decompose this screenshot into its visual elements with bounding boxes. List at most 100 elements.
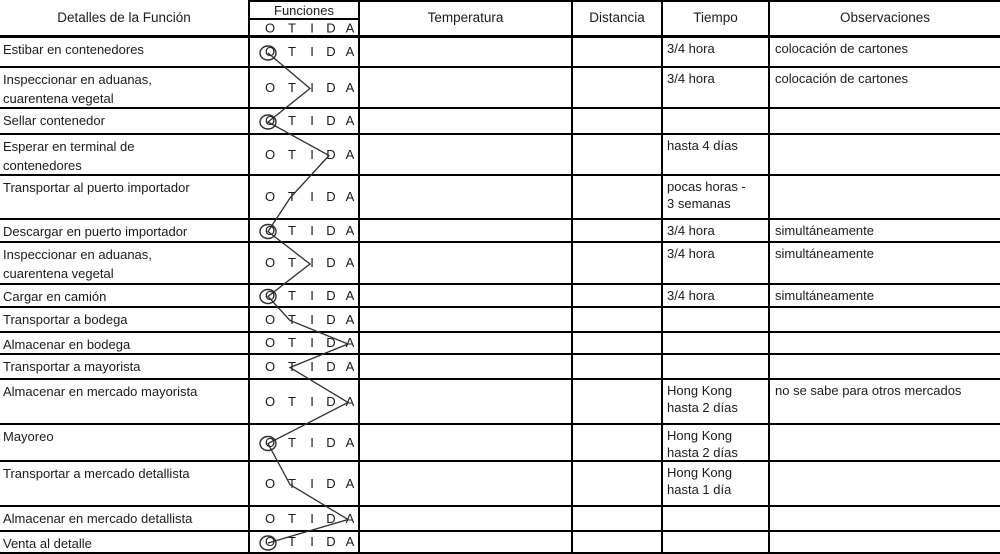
cell-tiempo [661, 532, 768, 552]
funcion-letter-O: O [264, 393, 276, 409]
cell-tiempo: 3/4 hora [661, 243, 768, 283]
funcion-letter-O-selected: O [264, 44, 276, 59]
funcion-letter-I-selected: I [310, 255, 314, 270]
funcion-letter-D: D [326, 475, 336, 491]
cell-observaciones [768, 532, 1000, 552]
header-tiempo: Tiempo [661, 0, 768, 35]
cell-tiempo: Hong Kong hasta 1 día [661, 462, 768, 505]
cell-tiempo: Hong Kong hasta 2 días [661, 380, 768, 423]
funcion-letter-T: T [288, 510, 296, 526]
table-row: Cargar en camión O T I D A 3/4 hora simultáneam… [0, 285, 1000, 308]
funcion-letter-A: A [345, 222, 355, 238]
funcion-letter-A: A [345, 255, 355, 270]
cell-observaciones [768, 333, 1000, 353]
cell-temperatura [358, 355, 571, 378]
funcion-letter-T-selected: T [288, 358, 296, 374]
cell-detalle: Sellar contenedor [3, 113, 105, 128]
cell-distancia [571, 308, 661, 331]
table-row: Almacenar en bodega O T I D A [0, 333, 1000, 355]
funcion-letter-D-selected: D [326, 146, 336, 162]
cell-temperatura [358, 243, 571, 283]
cell-detalle: Inspeccionar en aduanas, cuarentena vege… [3, 247, 152, 281]
header-letter-A: A [345, 20, 355, 35]
cell-detalle: Descargar en puerto importador [3, 224, 188, 239]
funcion-letter-T: T [288, 255, 296, 270]
funcion-letter-I-selected: I [310, 79, 314, 95]
cell-observaciones [768, 135, 1000, 174]
funcion-letter-I: I [310, 475, 314, 491]
cell-detalle: Venta al detalle [3, 536, 92, 551]
funcion-letter-D: D [326, 255, 336, 270]
cell-tiempo: 3/4 hora [661, 220, 768, 241]
funcion-letter-D: D [326, 44, 336, 59]
funcion-letter-I: I [310, 358, 314, 374]
funcion-letter-T: T [288, 146, 296, 162]
header-temperatura: Temperatura [358, 0, 571, 35]
cell-distancia [571, 135, 661, 174]
cell-distancia [571, 68, 661, 107]
funcion-letter-O-selected: O [264, 434, 276, 450]
header-observaciones: Observaciones [768, 0, 1000, 35]
cell-tiempo: pocas horas - 3 semanas [661, 176, 768, 218]
cell-observaciones [768, 425, 1000, 460]
cell-temperatura [358, 333, 571, 353]
funcion-letter-D: D [326, 222, 336, 238]
funcion-letter-O-selected: O [264, 534, 276, 549]
header-funciones-label: Funciones [250, 2, 358, 20]
cell-temperatura [358, 68, 571, 107]
funcion-letter-T: T [288, 335, 296, 350]
cell-detalle: Transportar a bodega [3, 312, 128, 327]
funcion-letter-A: A [345, 44, 355, 59]
funcion-letter-I: I [310, 393, 314, 409]
cell-distancia [571, 333, 661, 353]
funcion-letter-T-selected: T [288, 475, 296, 491]
funcion-letter-A: A [345, 434, 355, 450]
funcion-letter-A: A [345, 146, 355, 162]
funcion-letter-O: O [264, 79, 276, 95]
table-body: Estibar en contenedores O T I D A 3/4 hora colo… [0, 38, 1000, 554]
cell-temperatura [358, 220, 571, 241]
cell-distancia [571, 507, 661, 530]
funcion-letter-A-selected: A [345, 335, 355, 350]
funcion-letter-O: O [264, 255, 276, 270]
cell-temperatura [358, 507, 571, 530]
funcion-letter-T-selected: T [288, 189, 296, 204]
cell-tiempo [661, 355, 768, 378]
cell-tiempo: 3/4 hora [661, 38, 768, 66]
cell-tiempo: 3/4 hora [661, 285, 768, 306]
cell-distancia [571, 380, 661, 423]
table-row: Estibar en contenedores O T I D A 3/4 hora colo… [0, 38, 1000, 68]
cell-detalle: Transportar al puerto importador [3, 180, 190, 195]
funcion-letter-T: T [288, 44, 296, 59]
funcion-letter-O: O [264, 189, 276, 204]
funcion-letter-A: A [345, 475, 355, 491]
cell-observaciones: simultáneamente [768, 243, 1000, 283]
cell-tiempo [661, 109, 768, 133]
cell-tiempo: hasta 4 días [661, 135, 768, 174]
funcion-letter-D: D [326, 189, 336, 204]
cell-detalle: Inspeccionar en aduanas, cuarentena vege… [3, 72, 152, 106]
funcion-letter-O-selected: O [264, 222, 276, 238]
funcion-letter-I: I [310, 434, 314, 450]
cell-observaciones [768, 507, 1000, 530]
funcion-letter-O: O [264, 510, 276, 526]
table-row: Esperar en terminal de contenedores O T I D A… [0, 135, 1000, 176]
funcion-letter-I: I [310, 189, 314, 204]
cell-distancia [571, 425, 661, 460]
funcion-letter-A-selected: A [345, 510, 355, 526]
funcion-letter-T: T [288, 534, 296, 549]
cell-tiempo: 3/4 hora [661, 68, 768, 107]
cell-distancia [571, 176, 661, 218]
funcion-letter-O: O [264, 475, 276, 491]
